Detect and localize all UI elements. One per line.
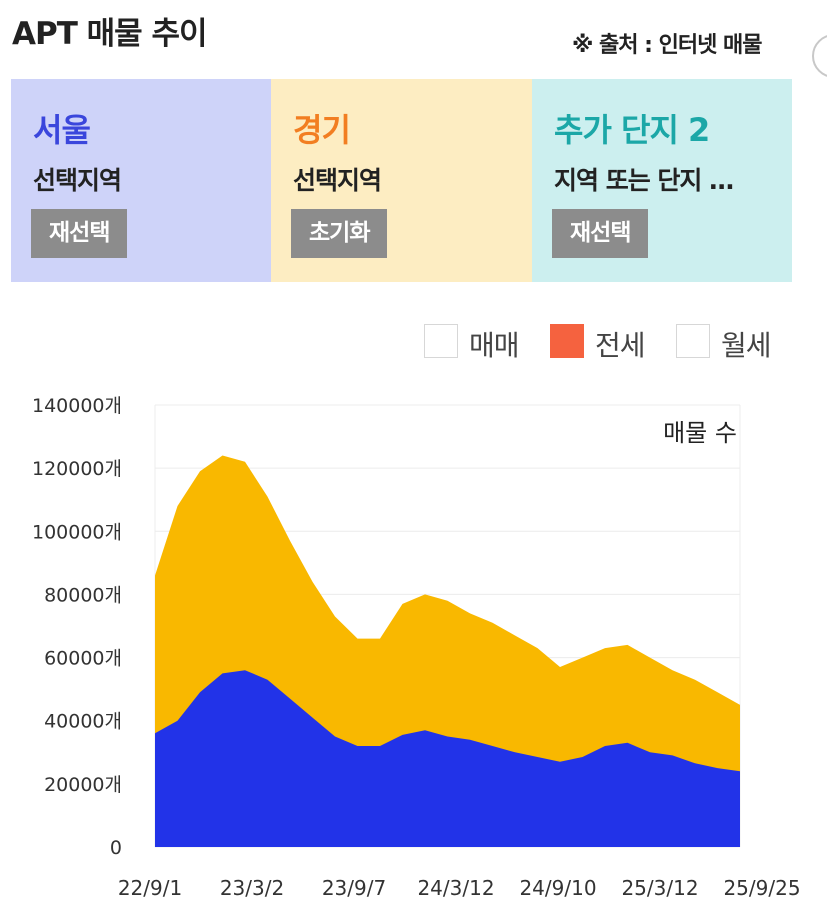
region-selector-panels: 서울 선택지역 재선택 경기 선택지역 초기화 추가 단지 2 지역 또는 단지… xyxy=(11,79,792,282)
y-tick-label: 0 xyxy=(110,837,122,859)
x-tick-label: 24/3/12 xyxy=(417,876,494,900)
legend-label: 전세 xyxy=(595,329,646,362)
legend-label: 월세 xyxy=(721,329,772,362)
region-panel-subtitle: 선택지역 xyxy=(293,166,382,195)
region-panel-seoul[interactable]: 서울 선택지역 재선택 xyxy=(11,79,271,282)
area-series-1 xyxy=(155,670,740,847)
region-panel-extra-2[interactable]: 추가 단지 2 지역 또는 단지 … 재선택 xyxy=(532,79,792,282)
chart-title: 매물 수 xyxy=(663,419,737,447)
source-note: ※ 출처 : 인터넷 매물 xyxy=(572,33,763,58)
y-tick-label: 120000개 xyxy=(32,458,122,480)
y-tick-label: 100000개 xyxy=(32,521,122,543)
region-panel-subtitle: 선택지역 xyxy=(33,166,122,195)
y-tick-label: 40000개 xyxy=(44,711,122,733)
y-tick-label: 60000개 xyxy=(44,648,122,670)
legend-checkbox[interactable] xyxy=(676,324,710,358)
x-tick-label: 22/9/1 xyxy=(118,876,182,900)
reselect-button[interactable]: 재선택 xyxy=(31,209,128,258)
y-tick-label: 80000개 xyxy=(44,584,122,606)
legend-checkbox[interactable] xyxy=(550,324,584,358)
region-panel-title: 서울 xyxy=(33,111,91,149)
x-tick-label: 24/9/10 xyxy=(519,876,596,900)
y-tick-label: 20000개 xyxy=(44,774,122,796)
reselect-button[interactable]: 재선택 xyxy=(552,209,649,258)
page-title: APT 매물 추이 xyxy=(12,16,208,52)
y-tick-label: 140000개 xyxy=(32,395,122,417)
region-panel-subtitle: 지역 또는 단지 … xyxy=(554,166,734,195)
region-panel-title: 경기 xyxy=(293,111,351,149)
region-panel-title: 추가 단지 2 xyxy=(554,111,710,149)
x-tick-label: 23/3/2 xyxy=(220,876,284,900)
reset-button[interactable]: 초기화 xyxy=(291,209,388,258)
legend-label: 매매 xyxy=(469,329,520,362)
scroll-circle-button[interactable] xyxy=(812,34,827,78)
x-tick-label: 25/3/12 xyxy=(621,876,698,900)
listing-trend-chart: 140000개 120000개 100000개 80000개 60000개 40000개 2… xyxy=(32,395,800,900)
x-tick-label: 25/9/25 xyxy=(723,876,800,900)
region-panel-gyeonggi[interactable]: 경기 선택지역 초기화 xyxy=(271,79,532,282)
legend-checkbox[interactable] xyxy=(424,324,458,358)
x-tick-label: 23/9/7 xyxy=(322,876,386,900)
